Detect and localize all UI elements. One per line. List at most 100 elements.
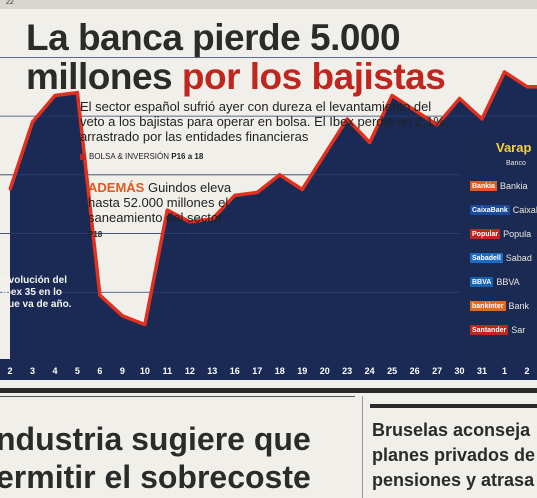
x-tick-label-5: 9	[120, 366, 125, 376]
x-tick-label-22: 1	[502, 366, 507, 376]
red-square-icon	[80, 153, 86, 160]
x-tick-label-23: 2	[524, 366, 529, 376]
bank-logo: Popular	[470, 229, 501, 239]
thin-divider	[0, 396, 355, 397]
x-tick-label-14: 20	[320, 366, 330, 376]
deck-text: El sector español sufrió ayer con dureza…	[80, 99, 449, 144]
bank-logo: Bankia	[470, 181, 497, 191]
data-point-13	[301, 188, 304, 191]
main-headline: La banca pierde 5.000 millones por los b…	[26, 17, 446, 97]
data-point-10	[233, 194, 236, 197]
x-tick-label-4: 6	[97, 366, 102, 376]
bank-logo: bankinter	[470, 301, 506, 311]
x-tick-label-13: 19	[297, 366, 307, 376]
banks-panel-title: Varap	[496, 140, 532, 155]
x-tick-label-19: 27	[432, 366, 442, 376]
data-point-17	[390, 94, 394, 97]
headline-line1: La banca pierde 5.000	[26, 17, 401, 58]
x-tick-label-11: 17	[252, 366, 262, 376]
bank-row: Sabadell Sabad	[470, 250, 532, 266]
bank-name: Bankia	[499, 181, 528, 191]
data-point-5	[121, 314, 124, 317]
x-tick-label-7: 11	[163, 366, 173, 376]
data-point-8	[188, 220, 192, 223]
data-point-14	[323, 153, 326, 156]
data-point-4	[98, 294, 102, 297]
bank-logo: BBVA	[470, 277, 494, 287]
section-name: BOLSA & INVERSIÓN	[89, 152, 170, 161]
data-point-15	[345, 117, 349, 121]
story3-headline: Bruselas aconseja planes privados de pen…	[372, 418, 535, 493]
story3-top-bar	[370, 404, 537, 408]
ademas-block: ADEMÁS Guindos eleva hasta 52.000 millon…	[88, 180, 238, 242]
bank-row: Popular Popula	[470, 226, 531, 242]
data-point-21	[480, 117, 484, 121]
bank-logo: Sabadell	[470, 253, 503, 263]
data-point-11	[256, 191, 259, 194]
headline-line2-plain: millones	[26, 56, 182, 97]
column-separator	[362, 396, 363, 498]
data-point-7	[166, 208, 169, 212]
banks-panel-subtitle: Banco	[506, 160, 526, 167]
ademas-text: Guindos eleva hasta 52.000 millones el s…	[88, 180, 232, 225]
x-tick-label-9: 13	[207, 366, 217, 376]
bank-name: Bank	[508, 301, 530, 311]
bank-row: Bankia Bankia	[470, 178, 528, 194]
story3-line3: pensiones y atrasa	[372, 470, 535, 490]
page-marker: 22	[6, 0, 14, 6]
story2-line1: ndustria sugiere que	[0, 421, 311, 457]
top-strip: 22	[0, 0, 537, 9]
data-point-12	[278, 173, 281, 177]
bank-row: BBVA BBVA	[470, 274, 520, 290]
story3-line2: planes privados de	[372, 445, 536, 465]
x-axis-band	[0, 359, 537, 380]
ademas-keyword: ADEMÁS	[88, 180, 145, 195]
bank-logo: CaixaBank	[470, 205, 510, 215]
data-point-23	[525, 85, 529, 88]
story2-headline: ndustria sugiere que ermitir el sobrecos…	[0, 420, 311, 496]
data-point-2	[53, 94, 57, 97]
headline-line2-red: por los bajistas	[181, 56, 446, 97]
section-reference: BOLSA & INVERSIÓN P16 a 18	[80, 152, 203, 161]
x-tick-label-18: 26	[410, 366, 420, 376]
bank-name: Popula	[503, 229, 532, 239]
data-point-18	[413, 109, 416, 112]
data-point-1	[31, 120, 34, 124]
x-tick-label-2: 4	[52, 366, 57, 376]
data-point-9	[211, 217, 214, 221]
chart-area	[10, 72, 537, 371]
chart-caption: Evolución del Ibex 35 en lo que va de añ…	[2, 275, 72, 310]
x-tick-label-6: 10	[140, 366, 150, 376]
x-tick-label-3: 5	[75, 366, 80, 376]
bank-name: Sabad	[505, 253, 532, 263]
bank-row: CaixaBankCaixaB	[470, 202, 537, 218]
x-tick-label-0: 2	[7, 366, 12, 376]
x-tick-label-16: 24	[365, 366, 375, 376]
bank-name: Sar	[511, 325, 526, 335]
data-point-20	[458, 97, 461, 100]
data-point-0	[8, 188, 12, 191]
data-point-22	[503, 70, 506, 74]
data-point-6	[143, 323, 147, 326]
x-tick-label-8: 12	[185, 366, 195, 376]
x-tick-label-20: 30	[455, 366, 465, 376]
story2-line2: ermitir el sobrecoste	[0, 459, 311, 495]
ademas-page-ref: P18	[88, 230, 103, 239]
headline-line2: millones por los bajistas	[26, 56, 446, 97]
data-point-3	[76, 91, 79, 94]
section-pages: P16 a 18	[171, 152, 204, 161]
story3-line1: Bruselas aconseja	[372, 420, 531, 440]
bank-name: CaixaB	[512, 205, 537, 215]
bank-name: BBVA	[496, 277, 520, 287]
data-point-16	[368, 141, 371, 144]
x-tick-label-12: 18	[275, 366, 285, 376]
bank-row: bankinter Bank	[470, 298, 529, 314]
section-divider	[0, 388, 537, 393]
bank-row: Santander Sar	[470, 322, 525, 338]
x-tick-label-15: 23	[342, 366, 352, 376]
x-tick-label-17: 25	[387, 366, 397, 376]
x-tick-label-21: 31	[477, 366, 487, 376]
data-point-19	[435, 123, 439, 127]
bank-logo: Santander	[470, 325, 509, 335]
